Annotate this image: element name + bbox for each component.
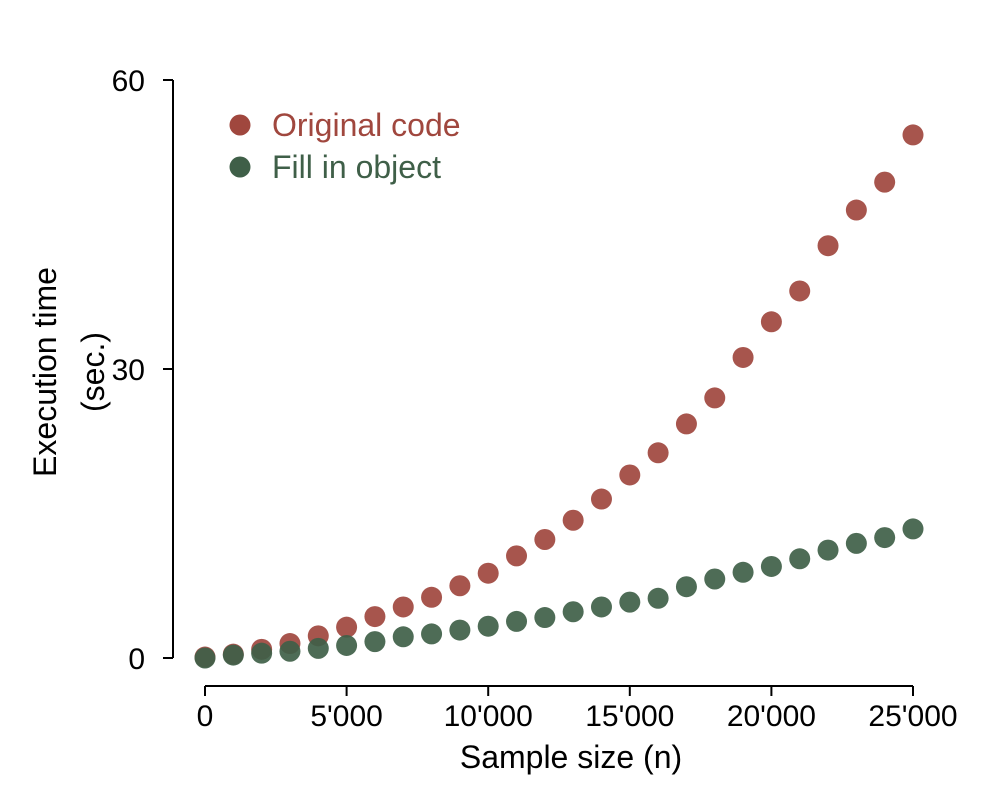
- data-point: [392, 596, 414, 618]
- data-point: [704, 568, 726, 590]
- x-tick-label: 10'000: [444, 700, 533, 733]
- data-point: [760, 311, 782, 333]
- data-point: [562, 509, 584, 531]
- data-point: [364, 631, 386, 653]
- data-point: [619, 464, 641, 486]
- y-axis-title-line1: Execution time: [27, 267, 63, 477]
- data-point: [222, 644, 244, 666]
- data-point: [590, 488, 612, 510]
- data-point: [194, 647, 216, 669]
- data-point: [789, 280, 811, 302]
- axis-titles: Sample size (n) Execution time (sec.): [27, 267, 682, 775]
- data-point: [704, 387, 726, 409]
- data-point: [902, 124, 924, 146]
- data-point: [845, 199, 867, 221]
- x-tick-label: 25'000: [868, 700, 957, 733]
- data-point: [421, 586, 443, 608]
- data-point: [279, 640, 301, 662]
- x-axis-title: Sample size (n): [460, 739, 682, 775]
- legend-label: Original code: [272, 107, 461, 143]
- data-point: [902, 518, 924, 540]
- series-fill-in-object: [194, 518, 924, 669]
- data-point: [251, 642, 273, 664]
- y-tick-label: 30: [112, 354, 145, 387]
- data-point: [789, 548, 811, 570]
- points-layer: [194, 124, 924, 669]
- x-tick-label: 20'000: [727, 700, 816, 733]
- y-axis-title-line2: (sec.): [75, 332, 111, 412]
- series-original-code: [194, 124, 924, 668]
- data-point: [506, 545, 528, 567]
- data-point: [421, 623, 443, 645]
- data-point: [619, 591, 641, 613]
- data-point: [449, 575, 471, 597]
- data-point: [506, 610, 528, 632]
- data-point: [874, 527, 896, 549]
- data-point: [477, 615, 499, 637]
- data-point: [647, 587, 669, 609]
- legend-marker: [229, 114, 251, 136]
- data-point: [449, 619, 471, 641]
- legend: Original code Fill in object: [229, 107, 461, 185]
- legend-item: Original code: [229, 107, 461, 143]
- data-point: [760, 555, 782, 577]
- y-tick-label: 0: [128, 643, 145, 676]
- legend-label: Fill in object: [272, 149, 441, 185]
- x-tick-label: 0: [197, 700, 214, 733]
- data-point: [477, 562, 499, 584]
- data-point: [732, 346, 754, 368]
- data-point: [590, 596, 612, 618]
- data-point: [392, 626, 414, 648]
- data-point: [874, 171, 896, 193]
- data-point: [647, 442, 669, 464]
- axes-layer: 0 30 60 0 5'000 10'000 15'000 20'000 25'000: [112, 65, 958, 733]
- data-point: [562, 601, 584, 623]
- data-point: [364, 606, 386, 628]
- y-tick-label: 60: [112, 65, 145, 98]
- data-point: [675, 576, 697, 598]
- data-point: [534, 529, 556, 551]
- data-point: [534, 607, 556, 629]
- x-tick-label: 5'000: [310, 700, 382, 733]
- data-point: [817, 539, 839, 561]
- data-point: [675, 413, 697, 435]
- data-point: [336, 634, 358, 656]
- legend-item: Fill in object: [229, 149, 441, 185]
- data-point: [817, 235, 839, 257]
- data-point: [307, 637, 329, 659]
- data-point: [732, 561, 754, 583]
- data-point: [845, 532, 867, 554]
- legend-marker: [229, 156, 251, 178]
- data-point: [336, 616, 358, 638]
- x-tick-label: 15'000: [585, 700, 674, 733]
